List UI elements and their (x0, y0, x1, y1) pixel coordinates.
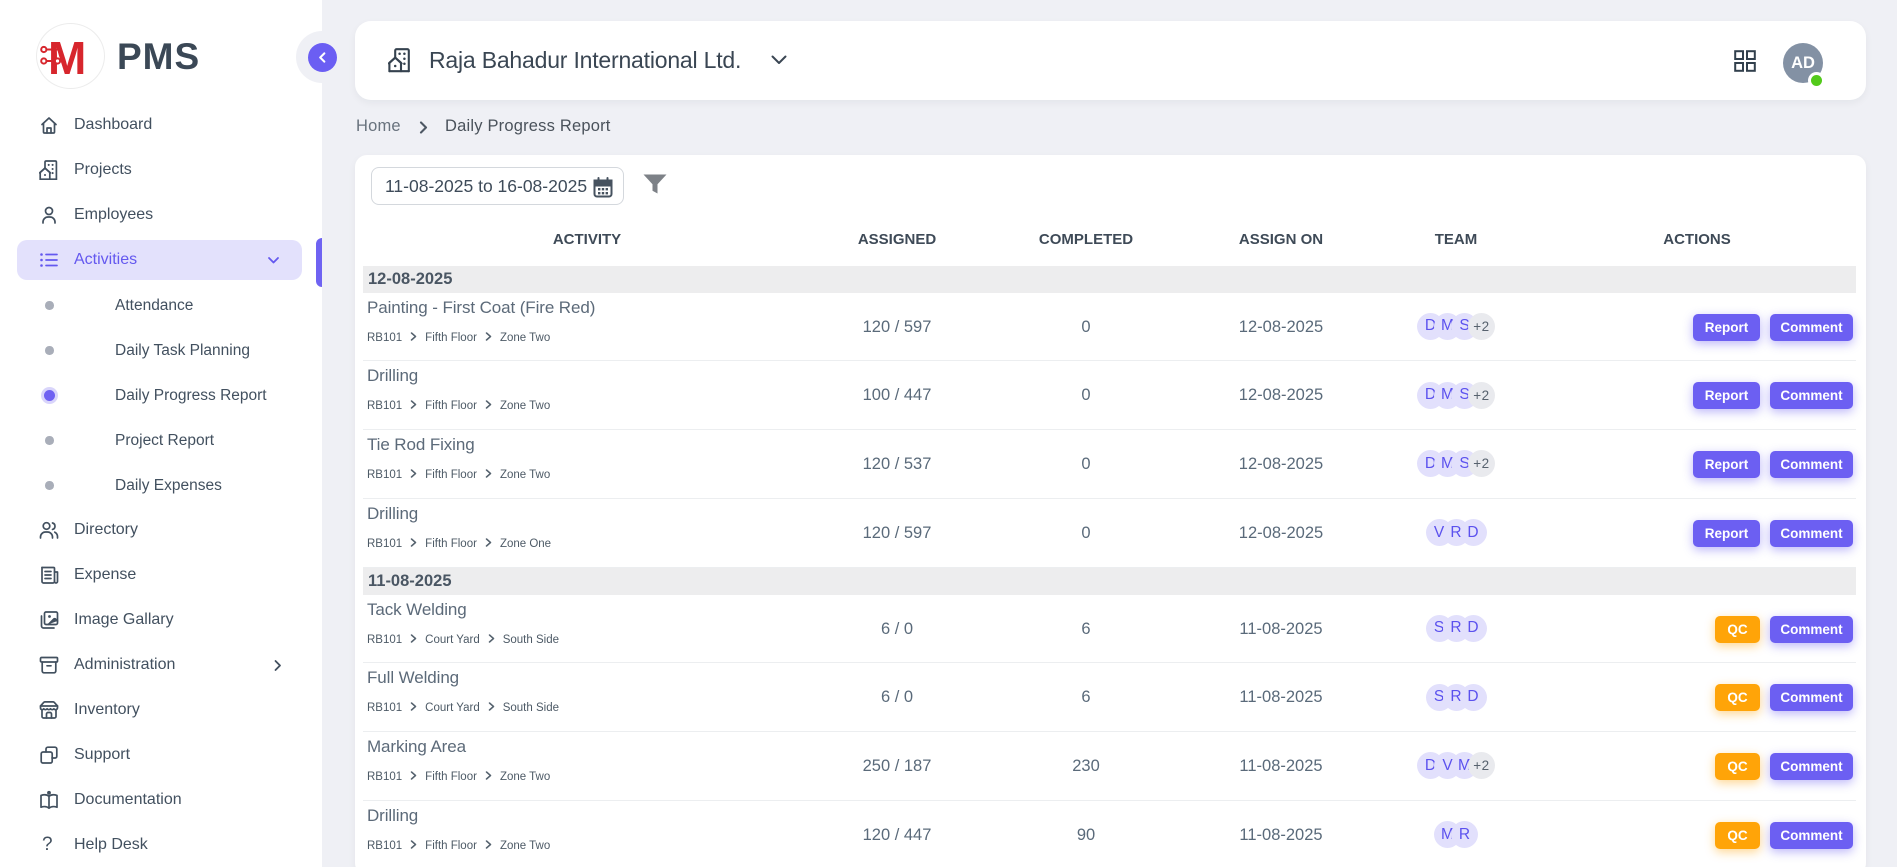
svg-text:M: M (48, 32, 86, 84)
